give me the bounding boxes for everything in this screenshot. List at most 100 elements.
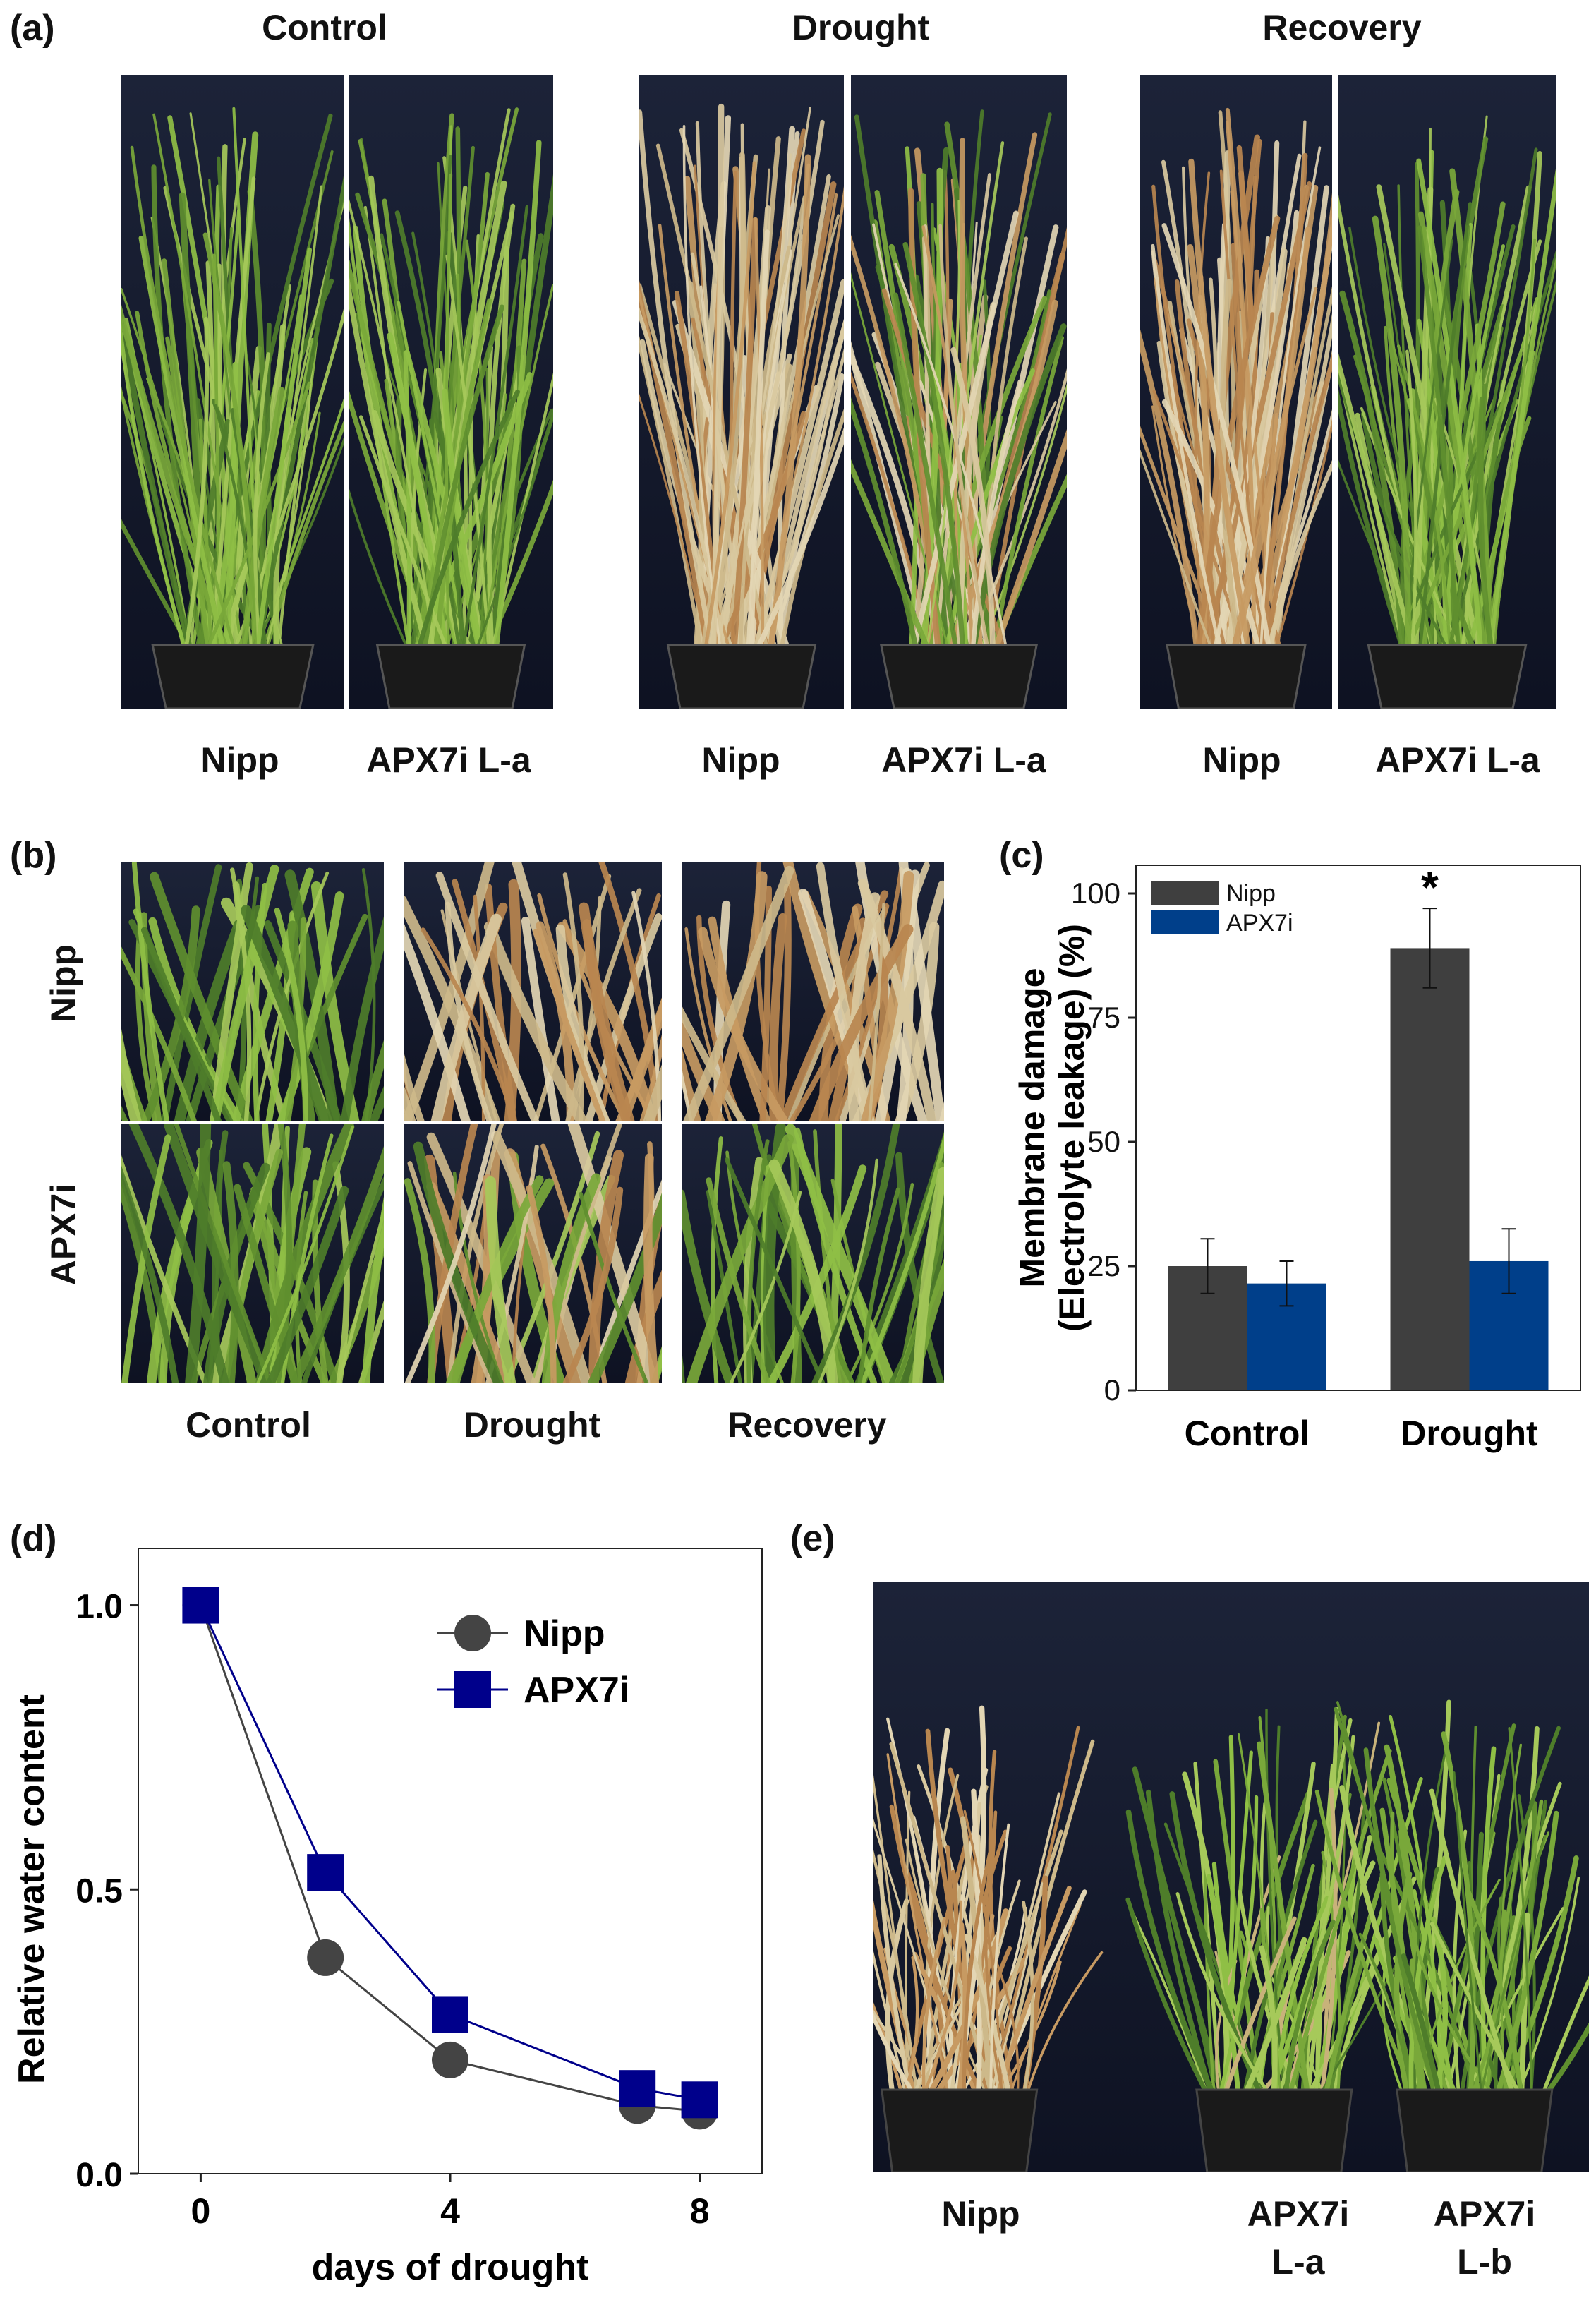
leaf-blade — [643, 1064, 662, 1121]
leaf-blade — [253, 352, 270, 647]
leaf-blade — [732, 217, 758, 649]
chart-c-legend-swatch — [1151, 910, 1219, 934]
panel-b-row-apx7i: APX7i — [44, 1183, 83, 1286]
photo-b-apx7i-recovery — [682, 1124, 944, 1383]
leaf-blade — [121, 304, 228, 649]
leaf-blade — [989, 1823, 1010, 2115]
leaf-blade — [851, 371, 931, 647]
leaf-blade — [960, 1816, 996, 2117]
leaf-blade — [349, 486, 408, 647]
leaf-blade — [981, 383, 1067, 646]
leaf-blade — [173, 1124, 273, 1383]
leaf-blade — [533, 929, 606, 1121]
leaf-blade — [485, 479, 553, 648]
leaf-blade — [230, 867, 252, 1121]
leaf-blade — [1257, 1741, 1313, 2117]
leaf-blade — [618, 997, 662, 1121]
leaf-blade — [533, 1124, 623, 1383]
photo-b-nipp-control — [121, 862, 384, 1121]
plant-pot — [1367, 644, 1528, 709]
panel-a-plant-apx7i-1: APX7i L-a — [366, 740, 531, 780]
panel-a-condition-drought: Drought — [792, 8, 930, 47]
leaf-blade — [121, 1028, 142, 1121]
leaf-blade — [775, 884, 792, 1121]
leaf-blade — [873, 2012, 928, 2116]
leaf-blade — [277, 394, 309, 647]
leaf-blade — [1338, 351, 1415, 648]
leaf-blade — [445, 254, 490, 647]
leaf-blade — [404, 862, 495, 1121]
plant-pot — [1195, 2088, 1353, 2172]
leaf-blade — [562, 1186, 624, 1383]
leaf-blade — [817, 1158, 878, 1383]
panel-b-col-recovery: Recovery — [727, 1405, 887, 1445]
leaf-blade — [121, 322, 186, 647]
leaf-blade — [159, 1139, 213, 1383]
chart-c-significance-asterisk: * — [1421, 862, 1439, 913]
leaf-blade — [404, 1084, 416, 1121]
photo-a-control-nipp — [121, 75, 344, 709]
leaf-blade — [780, 409, 844, 648]
leaf-blade — [873, 1950, 912, 2115]
leaf-blade — [392, 343, 458, 647]
photo-a-recovery-apx7i — [1338, 75, 1556, 709]
leaf-blade — [809, 924, 914, 1121]
leaf-blade — [938, 141, 1005, 647]
leaf-blade — [1372, 215, 1412, 649]
leaf-blade — [706, 1177, 771, 1383]
leaf-blade — [121, 1134, 171, 1383]
leaf-blade — [1534, 1975, 1589, 2116]
leaf-blade — [766, 1164, 867, 1383]
leaf-blade — [624, 1270, 662, 1383]
chart-c-ytick-label: 100 — [1071, 877, 1120, 910]
leaf-blade — [1508, 1727, 1534, 2115]
leaf-blade — [682, 1015, 725, 1121]
leaf-blade — [140, 927, 222, 1121]
leaf-blade — [582, 919, 631, 1121]
leaf-blade — [1175, 1892, 1284, 2115]
leaf-blade — [754, 217, 765, 647]
leaf-blade — [971, 323, 1067, 649]
leaf-blade — [889, 1742, 999, 2116]
leaf-blade — [1324, 1876, 1417, 2116]
plant-pot — [375, 644, 526, 709]
leaf-blade — [1465, 1886, 1525, 2116]
leaf-blade — [1151, 243, 1221, 647]
leaf-blade — [1417, 225, 1461, 648]
chart-d-point-apx7i — [307, 1854, 344, 1891]
leaf-blade — [785, 1124, 897, 1383]
leaf-blade — [1338, 371, 1447, 647]
leaf-blade — [963, 1810, 1003, 2115]
leaf-blade — [1449, 168, 1494, 649]
panel-b-label: (b) — [10, 835, 57, 876]
leaf-blade — [337, 1205, 384, 1383]
leaf-blade — [1259, 146, 1322, 646]
leaf-blade — [150, 872, 254, 1121]
panel-a-plant-nipp-2: Nipp — [701, 740, 780, 780]
leaf-blade — [202, 232, 258, 648]
chart-d-xlabel: days of drought — [312, 2247, 589, 2288]
leaf-blade — [289, 1145, 384, 1383]
leaf-blade — [1264, 353, 1332, 648]
leaf-blade — [857, 1187, 901, 1383]
leaf-blade — [404, 1178, 436, 1383]
leaf-blade — [349, 196, 435, 647]
photo-b-apx7i-control — [121, 1124, 384, 1383]
leaf-blade — [1487, 164, 1556, 648]
leaf-blade — [361, 1040, 384, 1121]
leaf-blade — [1461, 239, 1542, 647]
leaf-blade — [526, 1185, 557, 1383]
panel-e-plant-apx7i-lb-line2: L-b — [1457, 2242, 1512, 2282]
leaf-blade — [1275, 419, 1332, 647]
leaf-blade — [1363, 1747, 1444, 2116]
leaf-blade — [704, 871, 768, 1121]
leaf-blade — [1125, 1897, 1220, 2116]
leaf-blade — [358, 415, 447, 647]
chart-d-point-apx7i — [619, 2070, 656, 2107]
leaf-blade — [1194, 171, 1211, 647]
chart-d-legend-label: Nipp — [524, 1613, 605, 1654]
leaf-blade — [1266, 459, 1332, 648]
leaf-blade — [716, 153, 792, 646]
chart-d-point-apx7i — [432, 1996, 468, 2033]
chart-d-legend-marker — [454, 1671, 491, 1708]
